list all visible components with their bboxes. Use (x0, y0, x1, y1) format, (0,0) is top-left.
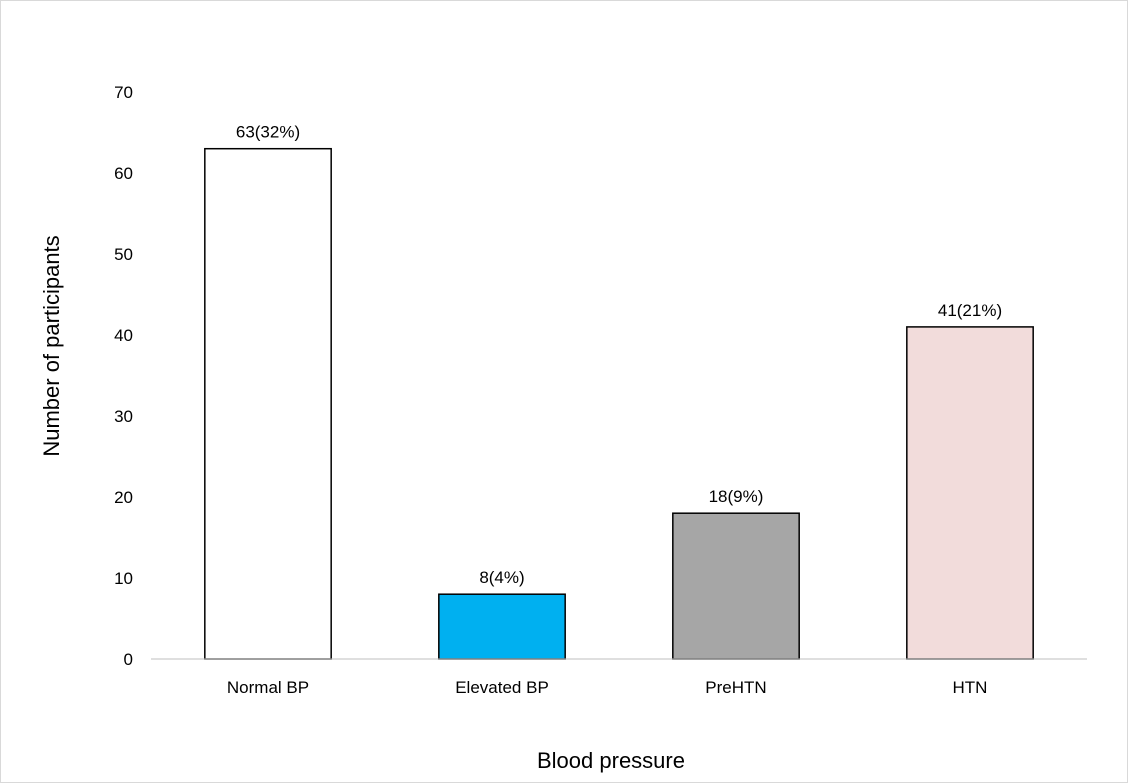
x-tick-label: HTN (953, 678, 988, 697)
data-label: 18(9%) (709, 487, 764, 506)
y-tick-label: 10 (114, 569, 133, 588)
y-axis-title: Number of participants (39, 235, 64, 456)
y-tick-label: 0 (124, 650, 133, 669)
x-axis-title: Blood pressure (537, 748, 685, 773)
y-tick-label: 50 (114, 245, 133, 264)
x-tick-label: Elevated BP (455, 678, 549, 697)
data-label: 8(4%) (479, 568, 524, 587)
y-tick-label: 20 (114, 488, 133, 507)
y-tick-label: 70 (114, 83, 133, 102)
bar (204, 147, 332, 660)
y-axis-ticks: 0 10 20 30 40 50 60 70 (114, 83, 133, 669)
bar-series (204, 147, 1034, 660)
data-label: 41(21%) (938, 301, 1002, 320)
x-axis-ticks: Normal BP Elevated BP PreHTN HTN (227, 678, 988, 697)
x-tick-label: Normal BP (227, 678, 309, 697)
y-tick-label: 40 (114, 326, 133, 345)
data-label: 63(32%) (236, 123, 300, 142)
bar (672, 512, 800, 660)
bar (438, 593, 566, 660)
bar (906, 326, 1034, 660)
y-tick-label: 60 (114, 164, 133, 183)
x-tick-label: PreHTN (705, 678, 766, 697)
y-tick-label: 30 (114, 407, 133, 426)
data-labels: 63(32%) 8(4%) 18(9%) 41(21%) (236, 123, 1002, 588)
